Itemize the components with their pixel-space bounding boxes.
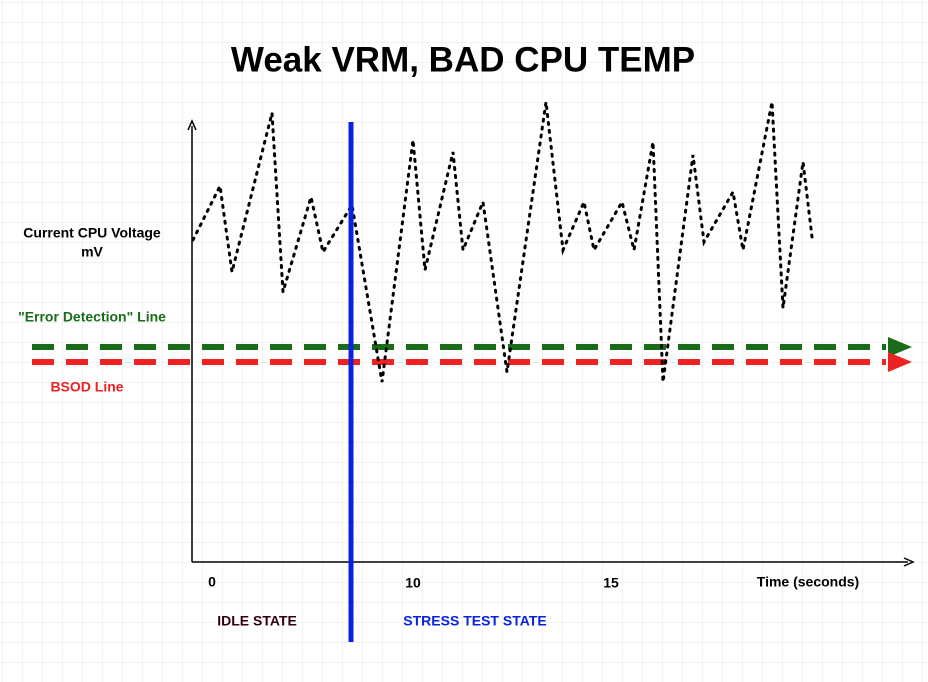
bsod-arrow: [888, 352, 912, 372]
x-tick-label: 15: [603, 575, 619, 591]
title: Weak VRM, BAD CPU TEMP: [231, 40, 695, 79]
bsod-label: BSOD Line: [50, 379, 123, 395]
x-arrow: [903, 557, 915, 567]
error-detection-label: "Error Detection" Line: [18, 309, 166, 325]
voltage-trace: [191, 101, 814, 383]
x-tick-label: 0: [208, 574, 216, 590]
x-axis-title: Time (seconds): [757, 574, 859, 590]
x-tick-label: 10: [405, 575, 421, 591]
y-label: Current CPU Voltage: [23, 225, 161, 241]
error-detection-arrow: [888, 337, 912, 357]
stress-state-label: STRESS TEST STATE: [403, 613, 546, 629]
y-arrow: [187, 119, 197, 131]
idle-state-label: IDLE STATE: [217, 613, 297, 629]
y-label: mV: [81, 244, 103, 260]
